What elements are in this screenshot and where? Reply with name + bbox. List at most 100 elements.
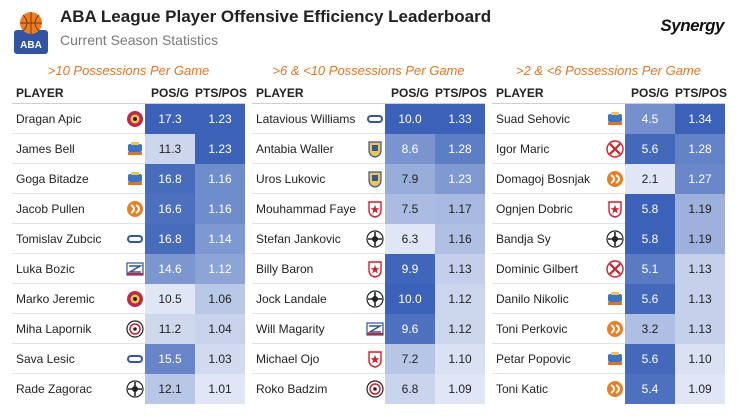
- pos-per-game-cell: 12.1: [145, 374, 195, 404]
- pts-per-pos-cell: 1.17: [435, 193, 485, 224]
- team-partizan-icon: [365, 284, 385, 314]
- player-name: Bandja Sy: [496, 231, 551, 246]
- player-name: Marko Jeremic: [16, 291, 95, 306]
- pts-per-pos-cell: 1.13: [435, 253, 485, 284]
- leaderboard-rows: Dragan Apic 17.3 1.23 James Bell 11.3 1.23 Gog…: [12, 103, 245, 404]
- player-name: Danilo Nikolic: [496, 291, 569, 306]
- pos-per-game-cell: 3.2: [625, 313, 675, 344]
- table-row: Mouhammad Faye 7.5 1.17: [252, 193, 485, 224]
- pts-per-pos-cell: 1.33: [435, 103, 485, 134]
- pos-per-game-cell: 11.2: [145, 313, 195, 344]
- team-krka-icon: [365, 374, 385, 404]
- pts-per-pos-cell: 1.13: [675, 283, 725, 314]
- pos-per-game-cell: 7.9: [385, 163, 435, 194]
- pts-per-pos-cell: 1.27: [675, 163, 725, 194]
- team-crvena-zvezda-icon: [365, 194, 385, 224]
- pos-per-game-cell: 5.8: [625, 193, 675, 224]
- column-header: PLAYER POS/G PTS/POS: [252, 82, 487, 104]
- table-row: Suad Sehovic 4.5 1.34: [492, 103, 725, 134]
- pts-per-pos-cell: 1.19: [675, 193, 725, 224]
- player-name: Billy Baron: [256, 261, 314, 276]
- table-row: Roko Badzim 6.8 1.09: [252, 374, 485, 404]
- player-name: Jacob Pullen: [16, 201, 85, 216]
- panel-2-to-6: >2 & <6 Possessions Per Game PLAYER POS/…: [492, 60, 727, 404]
- pts-per-pos-cell: 1.14: [195, 223, 245, 254]
- leaderboard-rows: Latavious Williams 10.0 1.33 Antabia Waller…: [252, 103, 485, 404]
- pos-per-game-cell: 10.0: [385, 283, 435, 314]
- column-pos-g: POS/G: [150, 85, 189, 100]
- team-buducnost-icon: [605, 344, 625, 374]
- pos-per-game-cell: 5.6: [625, 343, 675, 374]
- pts-per-pos-cell: 1.13: [675, 313, 725, 344]
- panel-title: >10 Possessions Per Game: [47, 63, 210, 78]
- player-name: Will Magarity: [256, 321, 325, 336]
- team-partizan-icon: [125, 374, 145, 404]
- team-cibona-icon: [605, 254, 625, 284]
- pos-per-game-cell: 5.6: [625, 283, 675, 314]
- pos-per-game-cell: 17.3: [145, 103, 195, 134]
- team-zadar-icon: [125, 254, 145, 284]
- team-crvena-zvezda-icon: [365, 254, 385, 284]
- pts-per-pos-cell: 1.12: [195, 253, 245, 284]
- player-name: Ognjen Dobric: [496, 201, 573, 216]
- column-pts-pos: PTS/POS: [195, 85, 248, 100]
- player-name: Igor Maric: [496, 141, 550, 156]
- aba-league-logo: ABA: [14, 12, 48, 54]
- player-name: Stefan Jankovic: [256, 231, 341, 246]
- page-title: ABA League Player Offensive Efficiency L…: [60, 7, 492, 26]
- player-name: Mouhammad Faye: [256, 201, 357, 216]
- pos-per-game-cell: 5.6: [625, 133, 675, 164]
- table-row: Tomislav Zubcic 16.8 1.14: [12, 223, 245, 254]
- team-buducnost-icon: [125, 164, 145, 194]
- table-row: Danilo Nikolic 5.6 1.13: [492, 283, 725, 314]
- pts-per-pos-cell: 1.03: [195, 343, 245, 374]
- table-row: Igor Maric 5.6 1.28: [492, 133, 725, 164]
- team-buducnost-icon: [605, 104, 625, 134]
- team-mornar-icon: [365, 164, 385, 194]
- team-buducnost-icon: [605, 284, 625, 314]
- table-row: Stefan Jankovic 6.3 1.16: [252, 223, 485, 254]
- pos-per-game-cell: 10.0: [385, 103, 435, 134]
- column-header: PLAYER POS/G PTS/POS: [492, 82, 727, 104]
- pos-per-game-cell: 4.5: [625, 103, 675, 134]
- player-name: James Bell: [16, 141, 75, 156]
- table-row: Uros Lukovic 7.9 1.23: [252, 163, 485, 194]
- player-name: Domagoj Bosnjak: [496, 171, 591, 186]
- team-igokea-icon: [125, 344, 145, 374]
- column-header: PLAYER POS/G PTS/POS: [12, 82, 248, 104]
- player-name: Toni Katic: [496, 382, 549, 396]
- team-buducnost-icon: [125, 134, 145, 164]
- table-row: Antabia Waller 8.6 1.28: [252, 133, 485, 164]
- player-name: Suad Sehovic: [496, 111, 571, 126]
- column-pos-g: POS/G: [390, 85, 429, 100]
- table-row: Dragan Apic 17.3 1.23: [12, 103, 245, 134]
- pts-per-pos-cell: 1.13: [675, 253, 725, 284]
- team-crvena-zvezda-icon: [605, 194, 625, 224]
- player-name: Dominic Gilbert: [496, 261, 579, 276]
- pts-per-pos-cell: 1.16: [195, 193, 245, 224]
- player-name: Antabia Waller: [256, 141, 334, 156]
- player-name: Dragan Apic: [16, 111, 82, 126]
- pos-per-game-cell: 16.6: [145, 193, 195, 224]
- player-name: Luka Bozic: [16, 261, 75, 276]
- pts-per-pos-cell: 1.34: [675, 103, 725, 134]
- pos-per-game-cell: 11.3: [145, 133, 195, 164]
- player-name: Petar Popovic: [496, 351, 571, 366]
- player-name: Sava Lesic: [16, 351, 75, 366]
- pos-per-game-cell: 9.6: [385, 313, 435, 344]
- table-row: Goga Bitadze 16.8 1.16: [12, 163, 245, 194]
- table-row: Latavious Williams 10.0 1.33: [252, 103, 485, 134]
- player-name: Jock Landale: [256, 291, 327, 306]
- pts-per-pos-cell: 1.10: [435, 343, 485, 374]
- logo-text: ABA: [20, 40, 42, 51]
- team-cedevita-olimpija-icon: [605, 374, 625, 404]
- team-cedevita-olimpija-icon: [605, 314, 625, 344]
- table-row: Will Magarity 9.6 1.12: [252, 313, 485, 344]
- table-row: Miha Lapornik 11.2 1.04: [12, 313, 245, 344]
- pts-per-pos-cell: 1.12: [435, 283, 485, 314]
- column-player: PLAYER: [256, 85, 304, 100]
- pts-per-pos-cell: 1.28: [435, 133, 485, 164]
- pts-per-pos-cell: 1.10: [675, 343, 725, 374]
- pos-per-game-cell: 7.2: [385, 343, 435, 374]
- panel-over-10: >10 Possessions Per Game PLAYER POS/G PT…: [12, 60, 248, 404]
